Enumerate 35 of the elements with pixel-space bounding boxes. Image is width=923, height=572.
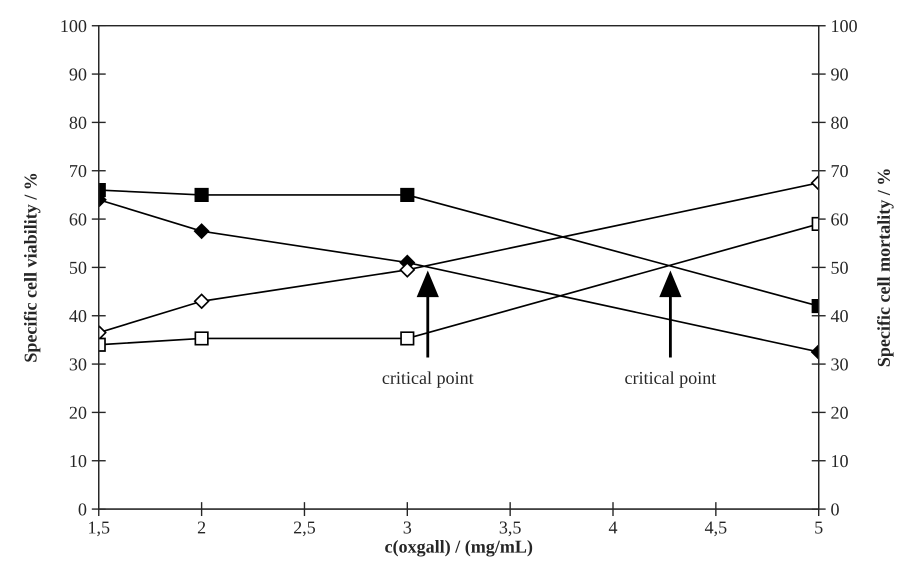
x-axis-title: c(oxgall) / (mg/mL)	[385, 540, 532, 557]
x-tick-label: 3,5	[500, 521, 521, 536]
y-tick-label: 70	[70, 165, 86, 178]
y2-tick-label: 30	[831, 358, 848, 371]
y2-tick-label: 50	[832, 262, 848, 274]
x-tick-label: 3	[404, 521, 412, 534]
y2-tick-label: 90	[831, 68, 848, 81]
y-tick-label: 20	[70, 406, 86, 419]
y2-tick-label: 10	[832, 455, 848, 468]
y-tick-label: 50	[70, 262, 86, 274]
x-tick-label: 2	[198, 521, 206, 534]
annotation: critical point	[382, 371, 474, 388]
y-tick-label: 60	[70, 213, 86, 226]
y-tick-label: 10	[70, 455, 86, 468]
y2-tick-label: 60	[831, 213, 848, 226]
y-axis-title: Specific cell viability / %	[24, 174, 40, 362]
y2-axis-title: Specific cell mortality / %	[877, 169, 894, 366]
y2-tick-label: 80	[831, 116, 848, 129]
x-tick-label: 5	[815, 522, 823, 534]
y-tick-label: 90	[69, 68, 86, 81]
y-tick-label: 100	[61, 20, 86, 32]
x-tick-label: 4	[608, 522, 618, 534]
x-tick-label: 2,5	[294, 521, 316, 536]
y2-tick-label: 20	[831, 406, 848, 419]
y2-tick-label: 100	[832, 20, 857, 32]
y2-tick-label: 40	[830, 310, 848, 322]
y-tick-label: 80	[70, 116, 86, 129]
x-tick-label: 1,5	[89, 521, 110, 536]
y2-tick-label: 0	[831, 503, 839, 516]
x-tick-label: 4,5	[704, 522, 726, 536]
y-tick-label: 40	[69, 310, 86, 322]
annotation: critical point	[625, 371, 716, 388]
y-tick-label: 0	[78, 503, 86, 516]
y2-tick-label: 70	[832, 165, 848, 178]
y-tick-label: 30	[70, 358, 86, 371]
